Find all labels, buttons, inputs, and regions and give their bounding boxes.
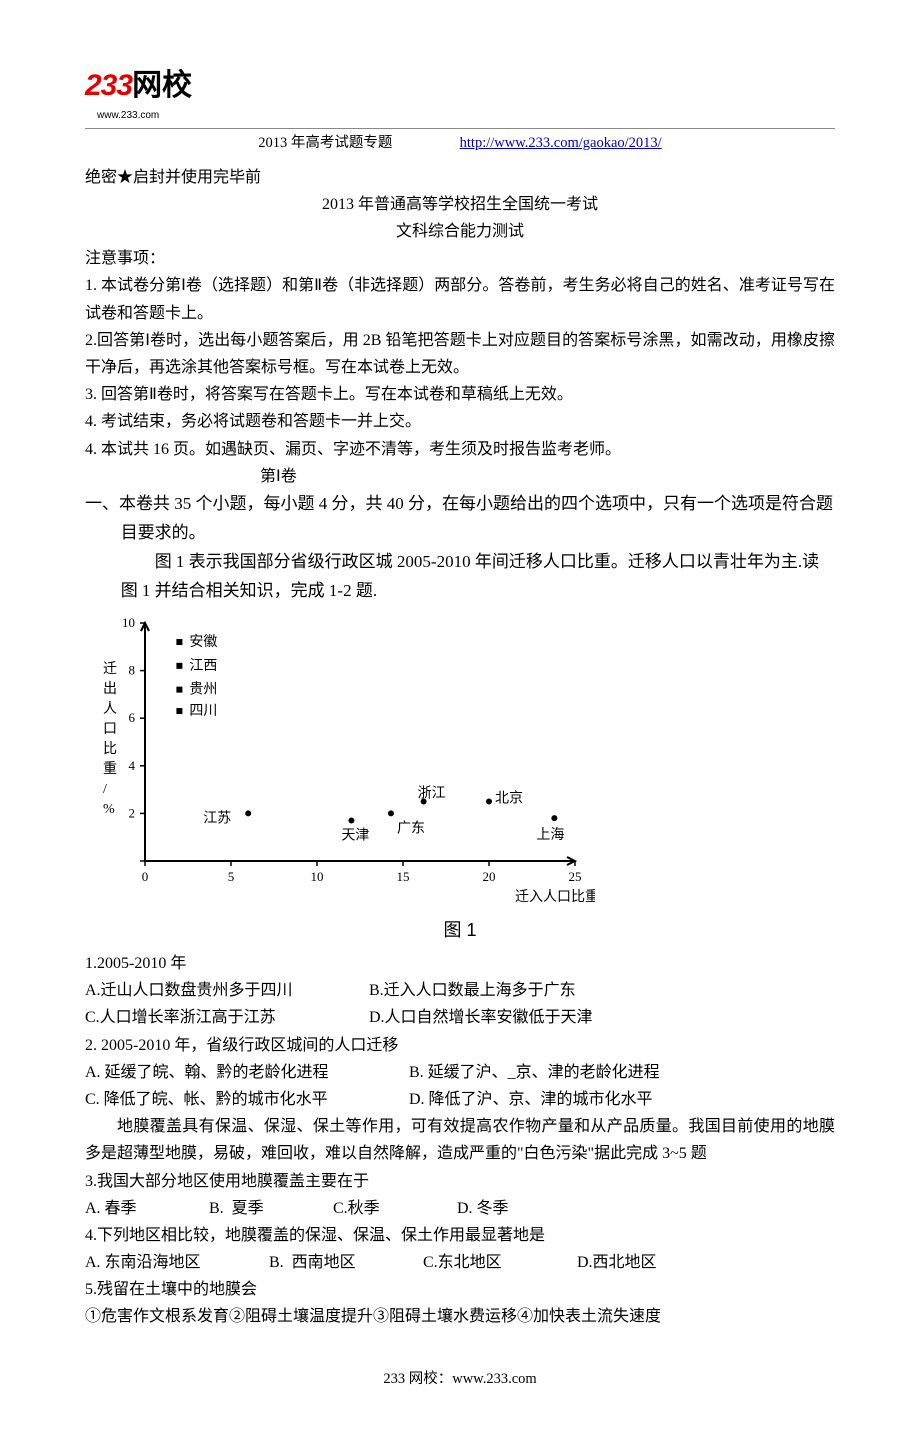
q3-opt-d: D. 冬季 xyxy=(457,1195,509,1222)
q2-opt-c: C. 降低了皖、帐、黔的城市化水平 xyxy=(85,1086,405,1113)
svg-text:北京: 北京 xyxy=(495,791,523,807)
notice-item: 4. 本试共 16 页。如遇缺页、漏页、字迹不清等，考生须及时报告监考老师。 xyxy=(85,436,835,463)
q3-stem: 3.我国大部分地区使用地膜覆盖主要在于 xyxy=(85,1168,835,1195)
logo-text-cn: 网校 xyxy=(132,69,192,102)
passage-q3-5: 地膜覆盖具有保温、保湿、保土等作用，可有效提高农作物产量和从产品质量。我国目前使… xyxy=(85,1113,835,1167)
q4-opt-d: D.西北地区 xyxy=(577,1249,657,1276)
svg-text:四川: 四川 xyxy=(189,705,217,720)
q2-opt-a: A. 延缓了皖、翰、黔的老龄化进程 xyxy=(85,1059,405,1086)
notice-item: 1. 本试卷分第Ⅰ卷（选择题）和第Ⅱ卷（非选择题）两部分。答卷前，考生务必将自己… xyxy=(85,272,835,326)
q1-opt-d: D.人口自然增长率安徽低于天津 xyxy=(369,1004,593,1031)
svg-text:0: 0 xyxy=(142,869,149,884)
q5-sub: ①危害作文根系发育②阻碍土壤温度提升③阻碍土壤水费运移④加快表土流失速度 xyxy=(85,1303,835,1330)
svg-text:比: 比 xyxy=(103,741,117,757)
q2-opt-d: D. 降低了沪、京、津的城市化水平 xyxy=(409,1086,653,1113)
svg-text:5: 5 xyxy=(228,869,235,884)
q2-options-row1: A. 延缓了皖、翰、黔的老龄化进程 B. 延缓了沪、_京、津的老龄化进程 xyxy=(85,1059,835,1086)
svg-text:重: 重 xyxy=(103,761,117,777)
q2-opt-b: B. 延缓了沪、_京、津的老龄化进程 xyxy=(409,1059,660,1086)
q1-stem: 1.2005-2010 年 xyxy=(85,950,835,977)
page-footer: 233 网校：www.233.com xyxy=(85,1367,835,1392)
svg-text:6: 6 xyxy=(129,711,136,726)
header-topic: 2013 年高考试题专题 xyxy=(258,135,392,151)
svg-text:25: 25 xyxy=(569,869,582,884)
svg-text:江西: 江西 xyxy=(189,658,217,674)
q2-options-row2: C. 降低了皖、帐、黔的城市化水平 D. 降低了沪、京、津的城市化水平 xyxy=(85,1086,835,1113)
svg-text:20: 20 xyxy=(483,869,496,884)
notice-item: 2.回答第Ⅰ卷时，选出每小题答案后，用 2B 铅笔把答题卡上对应题目的答案标号涂… xyxy=(85,327,835,381)
header-link[interactable]: http://www.233.com/gaokao/2013/ xyxy=(460,135,662,151)
figure-caption: 图 1 xyxy=(85,915,835,946)
q5-stem: 5.残留在土壤中的地膜会 xyxy=(85,1276,835,1303)
page-header: 2013 年高考试题专题 http://www.233.com/gaokao/2… xyxy=(85,128,835,156)
svg-text:10: 10 xyxy=(122,615,135,630)
svg-text:人: 人 xyxy=(103,701,117,717)
svg-text:10: 10 xyxy=(311,869,324,884)
q4-options: A. 东南沿海地区 B. 西南地区 C.东北地区 D.西北地区 xyxy=(85,1249,835,1276)
q4-opt-c: C.东北地区 xyxy=(423,1249,573,1276)
svg-text:8: 8 xyxy=(129,663,136,678)
svg-text:出: 出 xyxy=(103,681,117,697)
q1-opt-b: B.迁入人口数最上海多于广东 xyxy=(369,977,576,1004)
svg-text:2: 2 xyxy=(129,806,136,821)
exam-title: 2013 年普通高等学校招生全国统一考试 xyxy=(85,191,835,218)
svg-text:广东: 广东 xyxy=(397,821,425,837)
logo-numeric: 233 xyxy=(85,69,132,102)
svg-text:口: 口 xyxy=(103,722,117,737)
svg-text:%: % xyxy=(103,802,115,817)
q3-opt-b: B. 夏季 xyxy=(209,1195,329,1222)
svg-text:天津: 天津 xyxy=(341,828,369,844)
q3-opt-c: C.秋季 xyxy=(333,1195,453,1222)
svg-text:迁入人口比重/%: 迁入人口比重/% xyxy=(515,889,595,905)
question-group-intro: 图 1 表示我国部分省级行政区城 2005-2010 年间迁移人口比重。迁移人口… xyxy=(85,548,835,606)
confidentiality-line: 绝密★启封并使用完毕前 xyxy=(85,164,835,191)
svg-text:上海: 上海 xyxy=(536,828,564,844)
svg-text:浙江: 浙江 xyxy=(418,786,446,802)
notice-item: 3. 回答第Ⅱ卷时，将答案写在答题卡上。写在本试卷和草稿纸上无效。 xyxy=(85,381,835,408)
svg-text:15: 15 xyxy=(397,869,410,884)
q1-opt-a: A.迁山人口数盘贵州多于四川 xyxy=(85,977,365,1004)
site-logo: 233网校 www.233.com xyxy=(85,60,835,124)
q1-opt-c: C.人口增长率浙江高于江苏 xyxy=(85,1004,365,1031)
q1-options-row1: A.迁山人口数盘贵州多于四川 B.迁入人口数最上海多于广东 xyxy=(85,977,835,1004)
section-heading: 第Ⅰ卷 xyxy=(85,463,835,490)
svg-text:迁: 迁 xyxy=(103,661,117,677)
scatter-chart: 0 5 10 15 20 25 2 4 6 8 10 迁出人口比重 /% 迁入人口比重/% 安徽江西贵州四川… xyxy=(85,613,595,913)
figure-1: 0 5 10 15 20 25 2 4 6 8 10 迁出人口比重 /% 迁入人口比重/% 安徽江西贵州四川… xyxy=(85,613,835,946)
q3-options: A. 春季 B. 夏季 C.秋季 D. 冬季 xyxy=(85,1195,835,1222)
q4-opt-a: A. 东南沿海地区 xyxy=(85,1249,265,1276)
logo-url: www.233.com xyxy=(97,107,835,124)
svg-text:贵州: 贵州 xyxy=(189,682,217,698)
notice-item: 4. 考试结束，务必将试题卷和答题卡一并上交。 xyxy=(85,408,835,435)
svg-text:4: 4 xyxy=(129,758,136,773)
svg-text:/: / xyxy=(103,782,107,797)
q4-opt-b: B. 西南地区 xyxy=(269,1249,419,1276)
q3-opt-a: A. 春季 xyxy=(85,1195,205,1222)
svg-text:安徽: 安徽 xyxy=(189,634,217,650)
exam-subtitle: 文科综合能力测试 xyxy=(85,218,835,245)
q1-options-row2: C.人口增长率浙江高于江苏 D.人口自然增长率安徽低于天津 xyxy=(85,1004,835,1031)
q2-stem: 2. 2005-2010 年，省级行政区城间的人口迁移 xyxy=(85,1032,835,1059)
svg-text:江苏: 江苏 xyxy=(203,811,231,827)
q4-stem: 4.下列地区相比较，地膜覆盖的保湿、保温、保土作用最显著地是 xyxy=(85,1222,835,1249)
notice-heading: 注意事项： xyxy=(85,245,835,272)
section-instructions: 一、本卷共 35 个小题，每小题 4 分，共 40 分，在每小题给出的四个选项中… xyxy=(85,490,835,548)
